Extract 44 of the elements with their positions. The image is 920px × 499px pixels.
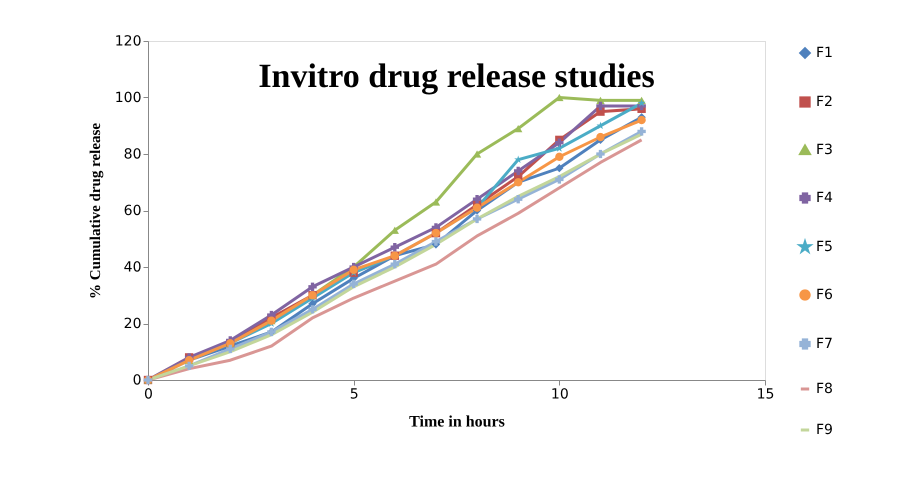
y-tick-label: 80 [124,146,142,162]
point [472,195,482,204]
point [514,166,522,176]
point [308,305,317,314]
legend-label: F3 [816,142,833,158]
legend-label: F1 [816,45,833,61]
point [638,98,646,107]
point [555,175,564,184]
point [514,195,522,204]
y-tick-label: 20 [124,316,142,332]
point [390,260,399,268]
point [596,132,605,142]
x-tick-label: 5 [350,386,359,402]
point [555,164,564,172]
legend-label: F4 [816,190,834,206]
y-axis-title: % Cumulative drug release [88,122,104,299]
legend-label: F2 [816,94,833,110]
x-tick-label: 10 [550,386,569,402]
y-tick-label: 0 [132,372,142,388]
point [637,127,646,136]
point [226,344,234,354]
x-tick-label: 0 [144,386,153,402]
legend-label: F9 [816,422,833,438]
point [514,124,522,132]
legend-label: F6 [816,287,834,303]
point [555,152,564,161]
point [637,116,646,124]
x-axis-title: Time in hours [409,414,505,430]
y-tick-label: 120 [114,34,142,50]
legend-label: F8 [816,381,833,397]
point [349,266,358,274]
x-tick-label: 15 [756,386,774,402]
legend-label: F7 [816,336,833,352]
legend-label: F5 [816,239,833,255]
point [432,237,440,246]
y-tick-label: 60 [124,203,142,219]
point [390,243,399,252]
point [184,362,194,370]
y-tick-label: 40 [124,260,142,276]
y-tick-label: 100 [114,90,142,106]
point [349,280,358,288]
point [308,282,317,291]
text: Invitro drug release studies [258,58,655,95]
point [555,138,564,147]
